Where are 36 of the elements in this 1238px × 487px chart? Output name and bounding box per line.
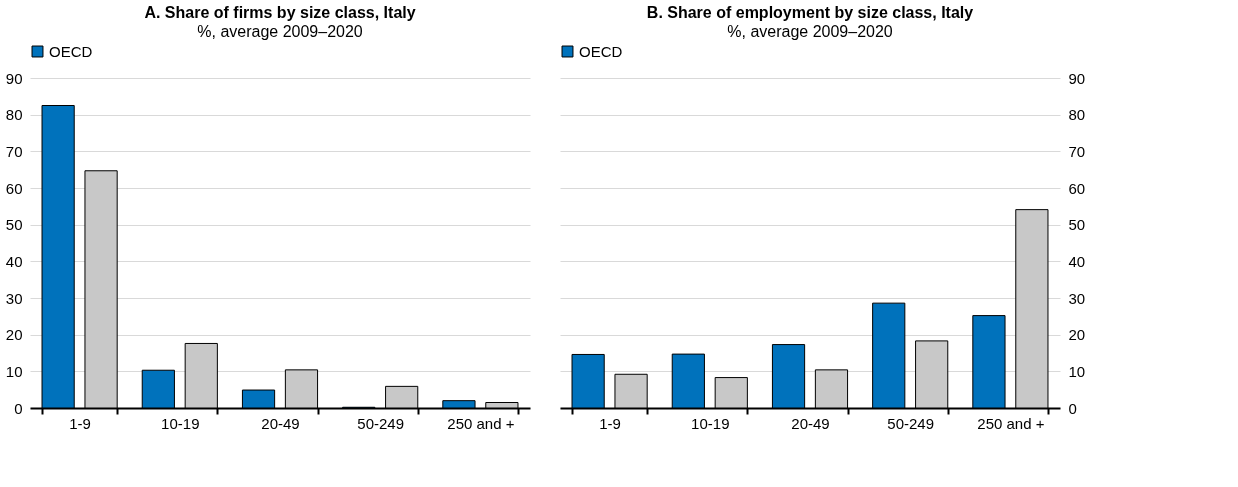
y-tick-label: 90: [1068, 69, 1086, 87]
y-tick-label: 10: [5, 362, 23, 380]
y-tick-label: 20: [5, 326, 23, 344]
y-tick-label: 90: [5, 69, 23, 87]
y-tick-label: 0: [1068, 399, 1077, 417]
chart-title: B. Share of employment by size class, Italy: [646, 4, 974, 21]
x-tick-label: 250 and +: [447, 414, 515, 432]
x-tick-label: 250 and +: [977, 414, 1045, 432]
y-tick-label: 40: [1068, 252, 1086, 270]
x-tick-label: 50-249: [887, 414, 935, 432]
y-tick-label: 80: [5, 106, 23, 124]
y-tick-label: 30: [1068, 289, 1086, 307]
x-tick-label: 20-49: [261, 414, 300, 432]
chart-subtitle: %, average 2009–2020: [727, 23, 893, 40]
y-tick-label: 70: [5, 142, 23, 160]
legend-label: OECD: [579, 42, 623, 60]
x-tick-label: 10-19: [691, 414, 730, 432]
y-tick-label: 50: [5, 216, 23, 234]
y-tick-label: 50: [1068, 216, 1086, 234]
x-tick-label: 1-9: [599, 414, 621, 432]
y-tick-label: 0: [14, 399, 23, 417]
y-tick-label: 80: [1068, 106, 1086, 124]
x-tick-label: 20-49: [791, 414, 830, 432]
y-tick-label: 60: [5, 179, 23, 197]
y-tick-label: 70: [1068, 142, 1086, 160]
x-tick-label: 1-9: [69, 414, 91, 432]
y-tick-label: 10: [1068, 362, 1086, 380]
y-tick-label: 40: [5, 252, 23, 270]
chart-title: A. Share of firms by size class, Italy: [144, 4, 416, 21]
legend-label: OECD: [49, 42, 93, 60]
y-tick-label: 60: [1068, 179, 1086, 197]
chart-subtitle: %, average 2009–2020: [197, 23, 363, 40]
y-tick-label: 20: [1068, 326, 1086, 344]
y-tick-label: 30: [5, 289, 23, 307]
x-tick-label: 10-19: [161, 414, 200, 432]
x-tick-label: 50-249: [357, 414, 405, 432]
